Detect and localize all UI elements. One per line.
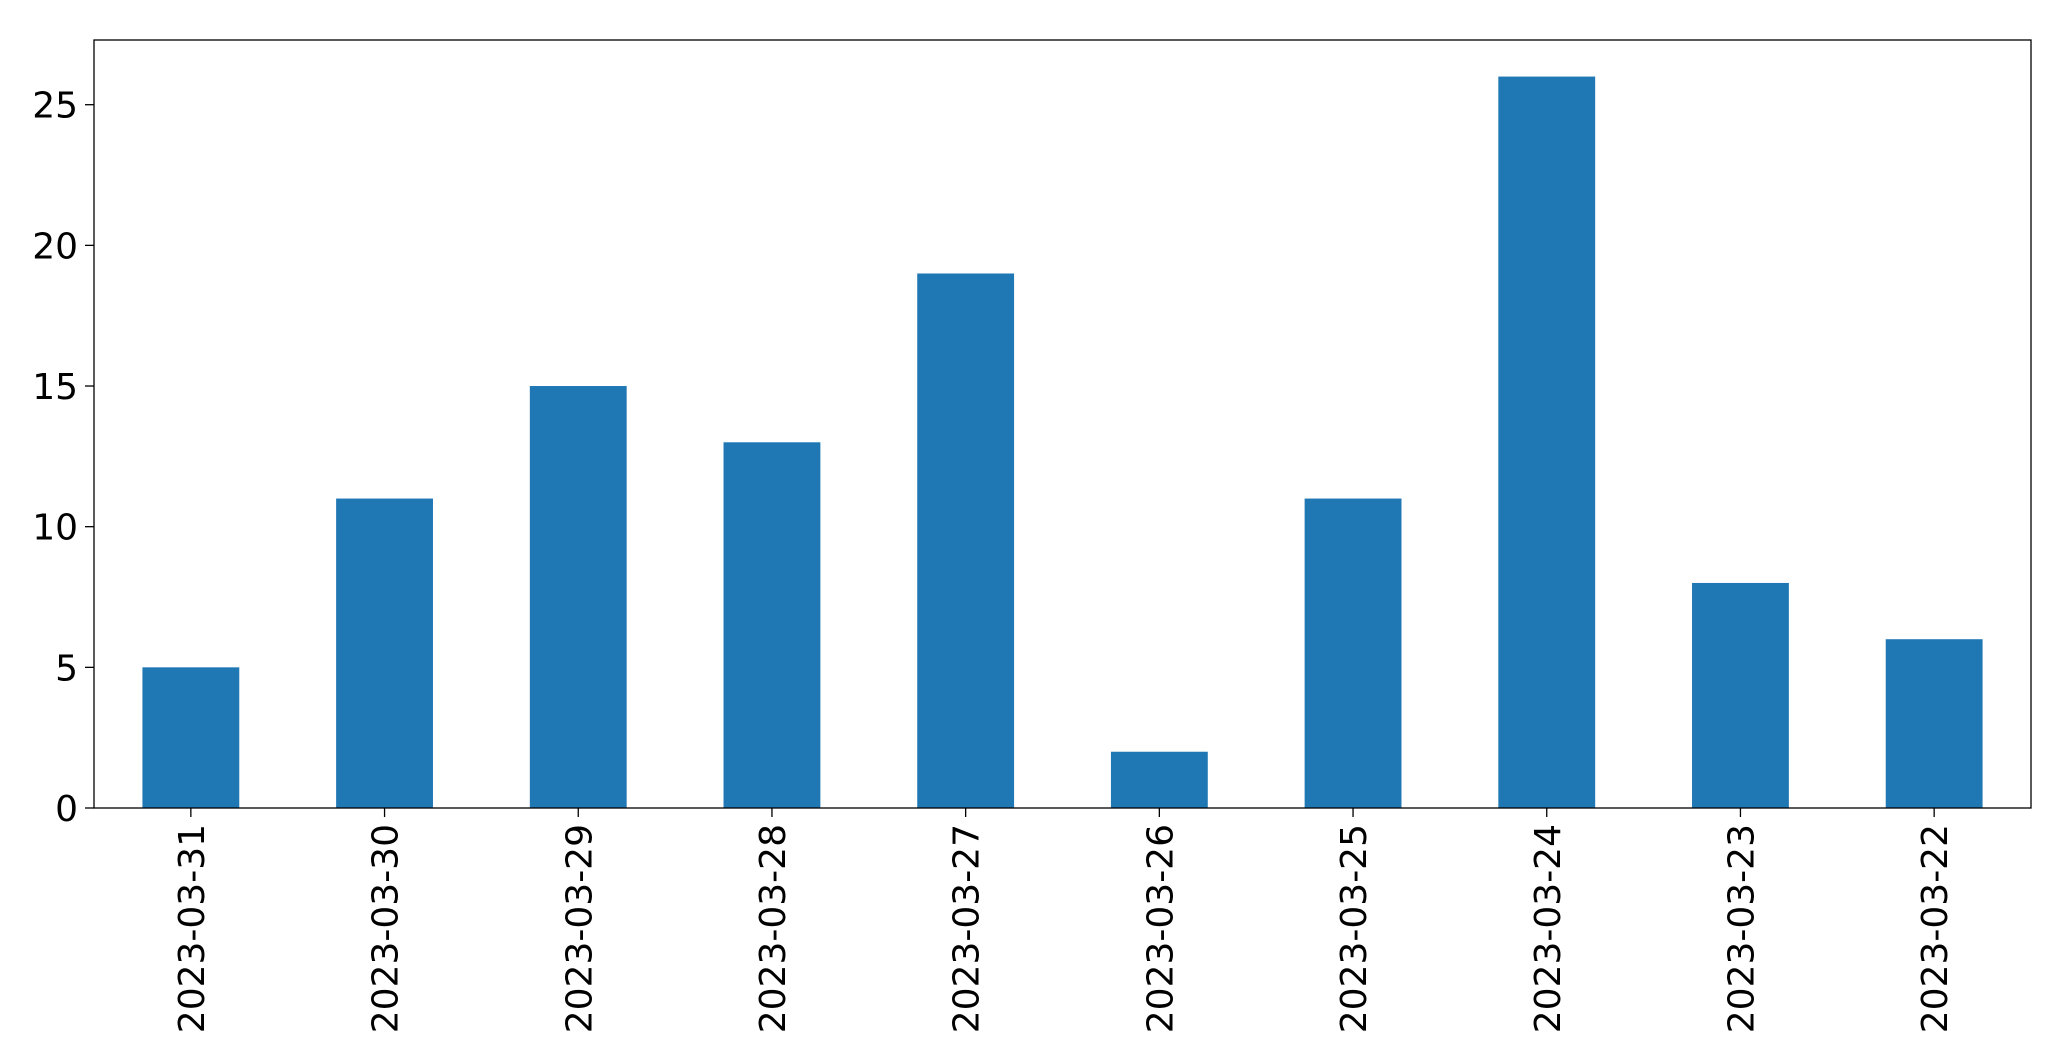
bar bbox=[1110, 751, 1208, 808]
y-tick-label: 10 bbox=[32, 508, 78, 549]
x-tick-label: 2023-03-24 bbox=[1528, 824, 1569, 1033]
bar bbox=[1692, 582, 1789, 808]
y-tick-label: 5 bbox=[55, 648, 78, 689]
x-tick-label: 2023-03-23 bbox=[1721, 824, 1762, 1033]
bar bbox=[529, 386, 627, 808]
x-tick-label: 2023-03-27 bbox=[947, 824, 988, 1033]
bar bbox=[1498, 76, 1596, 809]
bar bbox=[142, 667, 240, 808]
bar bbox=[1304, 498, 1402, 808]
x-tick-label: 2023-03-30 bbox=[366, 824, 407, 1033]
x-tick-label: 2023-03-29 bbox=[559, 824, 600, 1033]
plot-frame bbox=[93, 39, 2032, 809]
x-tick-label: 2023-03-25 bbox=[1334, 824, 1375, 1033]
bar bbox=[917, 273, 1015, 808]
y-tick-label: 20 bbox=[32, 226, 78, 267]
x-tick-label: 2023-03-28 bbox=[753, 824, 794, 1033]
bar bbox=[1885, 639, 1983, 808]
bar bbox=[336, 498, 433, 808]
x-tick-label: 2023-03-26 bbox=[1140, 824, 1181, 1033]
x-tick-label: 2023-03-22 bbox=[1915, 824, 1956, 1033]
x-tick-label: 2023-03-31 bbox=[172, 824, 213, 1033]
y-tick-label: 0 bbox=[55, 789, 78, 830]
y-tick-label: 15 bbox=[32, 367, 78, 408]
y-tick-label: 25 bbox=[32, 86, 78, 127]
bar bbox=[723, 442, 821, 808]
